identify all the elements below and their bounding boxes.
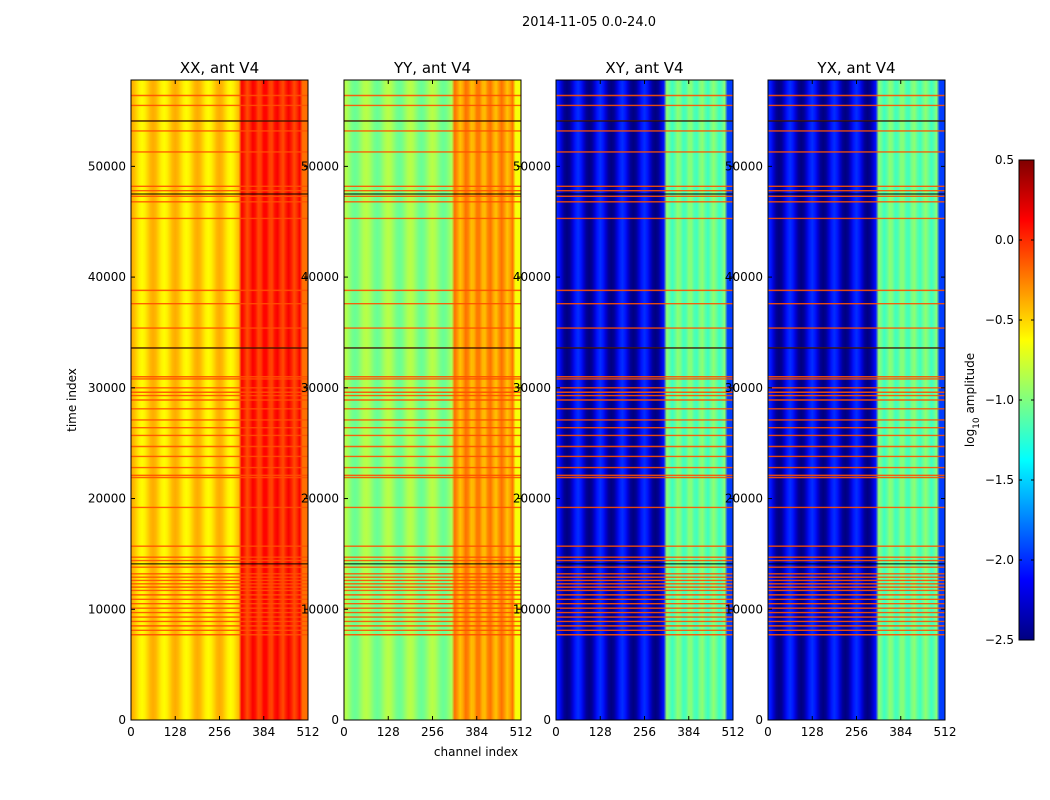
y-tick-label: 30000 [725,381,763,395]
y-tick-label: 20000 [725,492,763,506]
x-tick-label: 512 [934,725,957,739]
panel-yy: YY, ant V4 0 128 256 384 512 0 10000 20000 30000 4… [301,59,533,739]
y-tick-label: 30000 [301,381,339,395]
y-tick-label: 0 [755,713,763,727]
x-tick-label: 384 [677,725,700,739]
x-tick-label: 512 [722,725,745,739]
y-tick-label: 40000 [725,270,763,284]
y-tick-label: 10000 [88,602,126,616]
x-tick-label: 0 [764,725,772,739]
colorbar-label: log10 amplitude [963,353,982,447]
x-tick-label: 128 [801,725,824,739]
y-tick-label: 0 [118,713,126,727]
panel-xy: XY, ant V4 0 128 256 384 512 0 10000 20000 30000 4… [513,59,745,739]
x-axis-label: channel index [434,745,518,759]
panel-title: XX, ant V4 [180,59,259,77]
x-tick-label: 256 [845,725,868,739]
x-tick-label: 256 [633,725,656,739]
figure-suptitle: 2014-11-05 0.0-24.0 [522,15,656,30]
colorbar: 0.5 0.0 −0.5 −1.0 −1.5 −2.0 −2.5 log10 amplitud… [963,153,1035,647]
colorbar-tick-label: −1.0 [985,393,1014,407]
x-tick-label: 0 [127,725,135,739]
flag-lines [344,94,521,636]
y-tick-label: 10000 [725,602,763,616]
colorbar-tick-label: −2.5 [985,633,1014,647]
y-tick-label: 20000 [301,492,339,506]
x-tick-label: 384 [889,725,912,739]
colorbar-tick-label: −2.0 [985,553,1014,567]
panels-layer: XX, ant V4 0 128 256 384 512 0 10000 20000 30000 4… [88,59,957,739]
x-tick-label: 256 [421,725,444,739]
x-tick-label: 128 [377,725,400,739]
colorbar-tick-label: −0.5 [985,313,1014,327]
x-tick-label: 384 [465,725,488,739]
x-tick-label: 128 [164,725,187,739]
y-tick-label: 30000 [88,381,126,395]
y-tick-label: 50000 [301,159,339,173]
flag-lines [556,94,733,636]
x-tick-label: 512 [297,725,320,739]
y-tick-label: 0 [543,713,551,727]
panel-yx: YX, ant V4 0 128 256 384 512 0 10000 20000 30000 4… [725,59,957,739]
x-tick-label: 256 [208,725,231,739]
y-tick-label: 20000 [513,492,551,506]
panel-title: XY, ant V4 [605,59,683,77]
y-tick-label: 50000 [513,159,551,173]
flag-lines [131,94,308,636]
y-tick-label: 30000 [513,381,551,395]
x-tick-label: 384 [252,725,275,739]
x-tick-label: 0 [340,725,348,739]
panel-title: YY, ant V4 [393,59,471,77]
x-tick-label: 0 [552,725,560,739]
colorbar-tick-label: −1.5 [985,473,1014,487]
y-tick-label: 0 [331,713,339,727]
x-tick-label: 128 [589,725,612,739]
x-tick-label: 512 [510,725,533,739]
colorbar-tick-label: 0.0 [995,233,1014,247]
panel-title: YX, ant V4 [816,59,895,77]
y-tick-label: 40000 [88,270,126,284]
y-tick-label: 40000 [301,270,339,284]
panel-xx: XX, ant V4 0 128 256 384 512 0 10000 20000 30000 4… [88,59,320,739]
y-tick-label: 10000 [513,602,551,616]
y-tick-label: 50000 [88,159,126,173]
y-tick-label: 10000 [301,602,339,616]
y-tick-label: 20000 [88,492,126,506]
flag-lines [768,94,945,636]
y-tick-label: 40000 [513,270,551,284]
y-axis-label: time index [65,368,79,432]
y-tick-label: 50000 [725,159,763,173]
colorbar-tick-label: 0.5 [995,153,1014,167]
